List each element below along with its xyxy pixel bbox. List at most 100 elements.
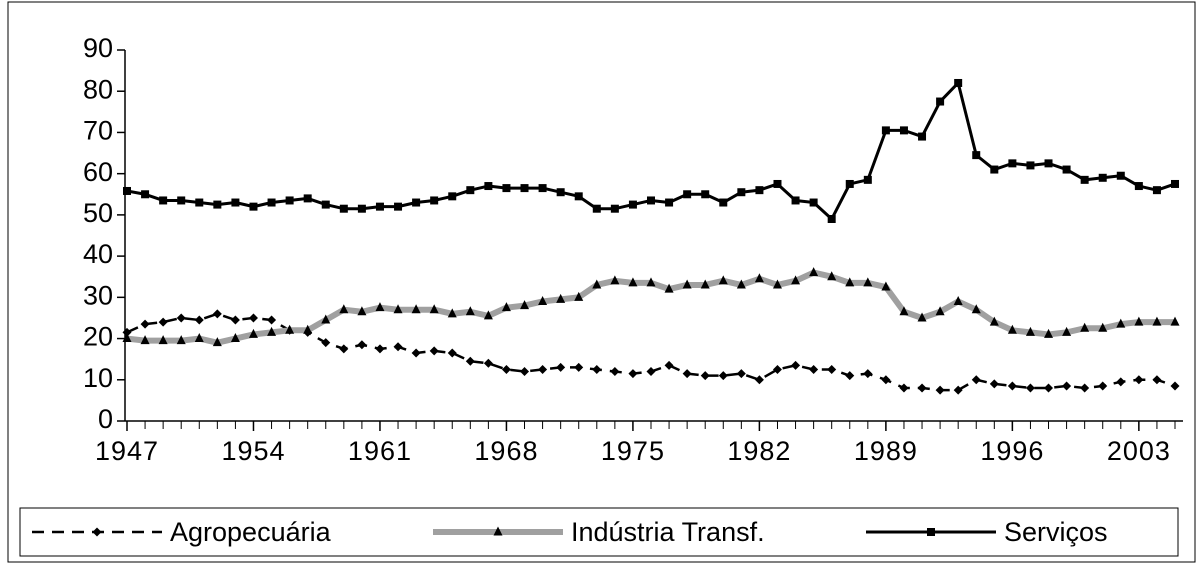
point-marker [520, 367, 530, 377]
point-marker [772, 279, 782, 289]
point-marker [465, 356, 475, 366]
point-marker [231, 198, 240, 207]
point-marker [538, 364, 548, 374]
point-marker [1044, 383, 1054, 393]
point-marker [411, 304, 421, 314]
point-marker [1152, 375, 1162, 385]
point-marker [176, 335, 186, 345]
legend-label: Agropecuária [170, 517, 332, 547]
point-marker [592, 279, 602, 289]
point-marker [718, 275, 728, 285]
point-marker [610, 275, 620, 285]
point-marker [483, 358, 493, 368]
point-marker [1026, 161, 1035, 170]
point-marker [556, 188, 565, 197]
point-marker [1044, 159, 1053, 168]
point-marker [285, 196, 294, 205]
point-marker [1080, 322, 1090, 332]
point-marker [954, 78, 963, 87]
point-marker [357, 306, 367, 316]
point-marker [1007, 381, 1017, 391]
point-marker [1007, 324, 1017, 334]
point-marker [303, 194, 312, 203]
point-marker [158, 317, 168, 327]
x-tick-label: 1989 [854, 436, 918, 466]
point-marker [1080, 383, 1090, 393]
point-marker [736, 369, 746, 379]
point-marker [881, 375, 891, 385]
point-marker [1062, 326, 1072, 336]
point-marker [176, 313, 186, 323]
point-marker [881, 126, 890, 135]
point-marker [927, 528, 935, 536]
point-marker [123, 186, 131, 195]
point-marker [249, 202, 258, 211]
point-marker [1134, 182, 1143, 191]
point-marker [411, 348, 421, 358]
point-marker [1098, 322, 1108, 332]
point-marker [935, 306, 945, 316]
point-marker [267, 315, 277, 325]
point-marker [1098, 173, 1107, 182]
point-marker [700, 279, 710, 289]
point-marker [520, 300, 530, 310]
point-marker [430, 196, 439, 205]
point-marker [700, 371, 710, 381]
point-marker [845, 371, 855, 381]
point-marker [484, 182, 493, 191]
point-marker [447, 348, 457, 358]
point-marker [194, 315, 204, 325]
point-marker [574, 291, 584, 301]
point-marker [339, 344, 349, 354]
point-marker [195, 198, 204, 207]
point-marker [357, 204, 366, 213]
point-marker [483, 310, 493, 320]
point-marker [248, 313, 258, 323]
point-marker [863, 175, 872, 184]
point-marker [1098, 381, 1108, 391]
point-marker [953, 295, 963, 305]
y-tick-label: 80 [83, 74, 113, 104]
point-marker [194, 333, 204, 343]
point-marker [556, 293, 566, 303]
point-marker [1152, 316, 1162, 326]
point-marker [791, 360, 801, 370]
x-tick-label: 1968 [474, 436, 538, 466]
point-marker [339, 304, 349, 314]
point-marker [556, 362, 566, 372]
point-marker [935, 385, 945, 395]
point-marker [917, 383, 927, 393]
point-marker [592, 364, 602, 374]
point-marker [394, 202, 403, 211]
point-marker [791, 196, 800, 205]
point-marker [1152, 186, 1161, 195]
point-marker [122, 333, 132, 343]
y-tick-label: 40 [83, 239, 113, 269]
point-marker [809, 198, 818, 207]
y-tick-label: 60 [83, 157, 113, 187]
point-marker [1025, 383, 1035, 393]
point-marker [1171, 179, 1179, 188]
point-marker [772, 364, 782, 374]
point-marker [502, 184, 511, 193]
point-marker [1170, 316, 1180, 326]
point-marker [1080, 175, 1089, 184]
point-marker [664, 360, 674, 370]
point-marker [158, 335, 168, 345]
point-marker [321, 338, 331, 348]
point-marker [429, 304, 439, 314]
point-marker [212, 309, 222, 319]
point-marker [248, 328, 258, 338]
point-marker [92, 527, 102, 537]
point-marker [610, 204, 619, 213]
point-marker [736, 279, 746, 289]
point-marker [646, 277, 656, 287]
y-tick-label: 90 [83, 33, 113, 63]
point-marker [863, 277, 873, 287]
point-marker [682, 369, 692, 379]
point-marker [267, 198, 276, 207]
point-marker [899, 126, 908, 135]
point-marker [213, 200, 222, 209]
point-marker [610, 367, 620, 377]
point-marker [140, 319, 150, 329]
